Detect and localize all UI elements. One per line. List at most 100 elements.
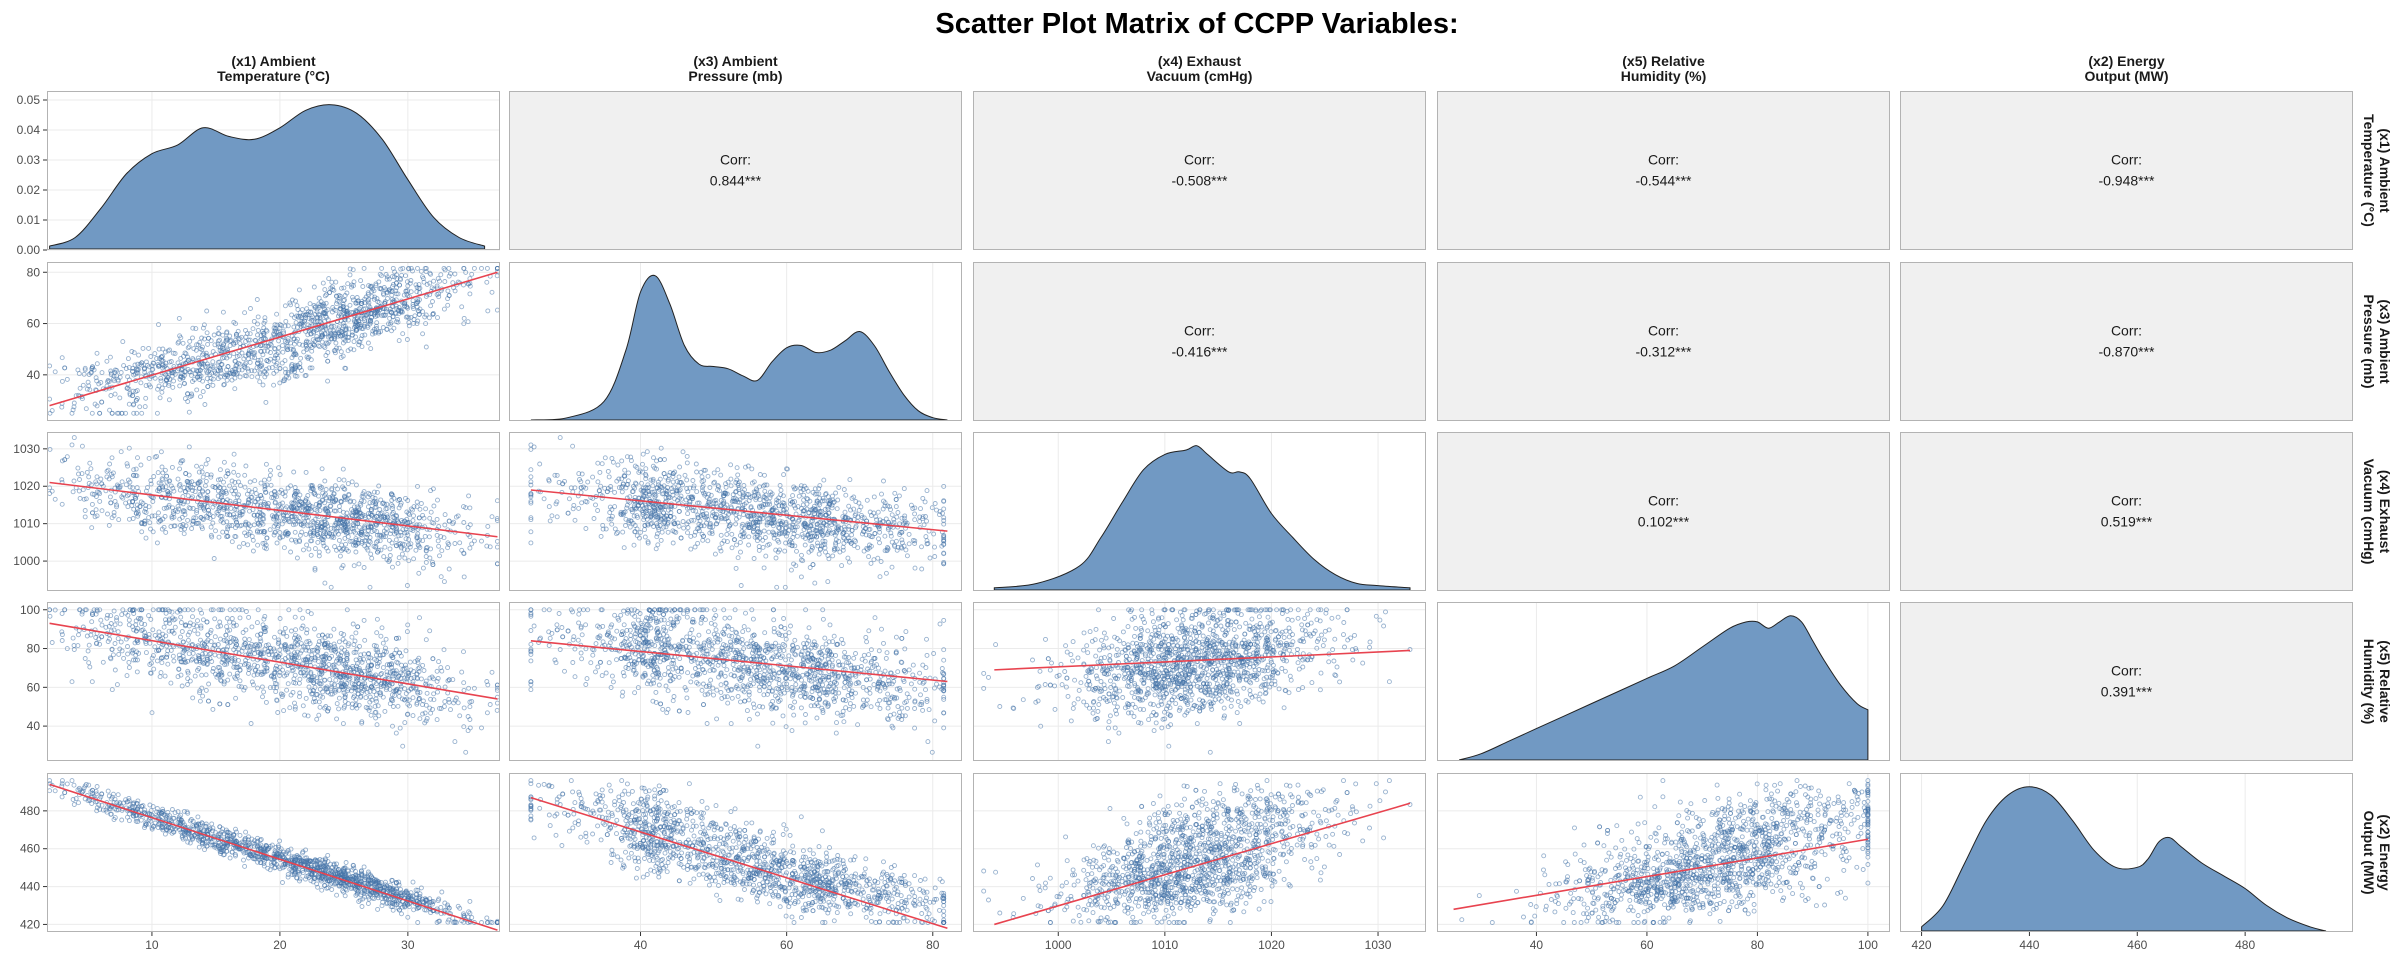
scatter-point bbox=[374, 320, 380, 326]
scatter-point bbox=[342, 297, 347, 303]
scatter-point bbox=[263, 343, 269, 349]
scatter-point bbox=[181, 380, 187, 386]
scatter-point bbox=[315, 315, 321, 321]
scatter-point bbox=[424, 281, 430, 287]
scatter-point bbox=[296, 287, 302, 293]
scatter-point bbox=[280, 328, 286, 334]
scatter-point bbox=[418, 268, 424, 274]
scatter-point bbox=[190, 379, 195, 384]
scatter-point bbox=[148, 354, 154, 359]
scatter-point bbox=[142, 365, 147, 371]
panel-background bbox=[1437, 262, 1890, 421]
scatter-point bbox=[182, 350, 188, 356]
scatter-point bbox=[79, 396, 85, 402]
scatter-point bbox=[185, 367, 191, 372]
scatter-point bbox=[253, 338, 259, 344]
scatter-point bbox=[305, 332, 311, 338]
scatter-point bbox=[293, 298, 298, 304]
scatter-point bbox=[109, 410, 115, 416]
scatter-point bbox=[234, 354, 240, 359]
scatter-point bbox=[450, 280, 456, 286]
scatter-point bbox=[125, 374, 131, 380]
scatter-point bbox=[297, 310, 303, 316]
scatter-point bbox=[417, 297, 422, 303]
scatter-point bbox=[402, 303, 408, 309]
scatter-point bbox=[178, 335, 184, 341]
scatter-point bbox=[130, 402, 136, 408]
scatter-point bbox=[331, 323, 337, 329]
scatter-point bbox=[292, 341, 297, 347]
scatter-point bbox=[246, 368, 251, 374]
scatter-point bbox=[250, 326, 256, 332]
panel-r1-c2: Corr:-0.416*** bbox=[973, 262, 1426, 421]
scatter-point bbox=[157, 395, 163, 401]
scatter-point bbox=[265, 348, 271, 354]
scatter-point bbox=[82, 367, 88, 373]
scatter-point bbox=[333, 293, 339, 299]
corr-label: Corr: bbox=[2111, 323, 2142, 339]
scatter-point bbox=[350, 297, 356, 303]
scatter-point bbox=[327, 333, 333, 339]
scatter-point bbox=[280, 349, 286, 355]
scatter-point bbox=[146, 345, 152, 351]
scatter-point bbox=[124, 385, 130, 391]
scatter-point bbox=[126, 365, 132, 371]
scatter-point bbox=[189, 391, 195, 397]
scatter-point bbox=[277, 325, 283, 331]
scatter-point bbox=[276, 338, 282, 344]
scatter-point bbox=[215, 338, 221, 344]
scatter-point bbox=[136, 352, 142, 358]
scatter-point bbox=[423, 265, 429, 271]
scatter-point bbox=[117, 374, 123, 380]
scatter-point bbox=[364, 313, 370, 319]
panel-background bbox=[973, 262, 1426, 421]
scatter-point bbox=[175, 340, 181, 346]
scatter-point bbox=[329, 323, 335, 329]
scatter-point bbox=[484, 279, 490, 285]
scatter-point bbox=[282, 339, 288, 344]
panel-r1-c4: Corr:-0.870*** bbox=[1900, 262, 2353, 421]
corr-label: Corr: bbox=[2111, 493, 2142, 509]
scatter-point bbox=[255, 357, 261, 363]
scatter-point bbox=[302, 373, 308, 379]
scatter-point bbox=[316, 295, 322, 301]
scatter-point bbox=[403, 288, 409, 294]
scatter-point bbox=[484, 265, 490, 271]
scatter-point bbox=[428, 303, 434, 309]
scatter-point bbox=[396, 338, 402, 344]
scatter-point bbox=[251, 318, 257, 324]
scatter-point bbox=[143, 383, 149, 389]
scatter-point bbox=[277, 366, 283, 372]
scatter-point bbox=[218, 370, 224, 376]
scatter-point bbox=[147, 376, 153, 382]
scatter-point bbox=[242, 310, 248, 316]
scatter-point bbox=[361, 312, 367, 318]
scatter-point bbox=[261, 335, 267, 341]
scatter-point bbox=[427, 280, 433, 286]
scatter-point bbox=[389, 328, 394, 334]
scatter-point bbox=[271, 358, 277, 364]
scatter-point bbox=[242, 362, 248, 368]
scatter-point bbox=[104, 358, 110, 364]
scatter-point bbox=[394, 285, 400, 291]
scatter-point bbox=[292, 315, 297, 321]
scatter-point bbox=[248, 306, 253, 311]
scatter-point bbox=[257, 379, 263, 385]
scatter-point bbox=[84, 386, 90, 392]
scatter-point bbox=[362, 318, 368, 324]
scatter-point bbox=[282, 358, 288, 364]
scatter-point bbox=[154, 410, 160, 416]
scatter-point bbox=[211, 332, 217, 338]
scatter-point bbox=[384, 327, 390, 332]
scatter-point bbox=[64, 376, 70, 382]
scatter-point bbox=[120, 339, 126, 345]
scatter-point bbox=[245, 366, 251, 372]
scatter-point bbox=[247, 331, 253, 337]
corr-label: Corr: bbox=[1648, 493, 1679, 509]
corr-value: 0.102*** bbox=[1638, 514, 1690, 530]
scatter-point bbox=[232, 358, 238, 364]
scatter-point bbox=[320, 280, 326, 286]
scatter-point bbox=[489, 289, 495, 295]
scatter-point bbox=[358, 278, 364, 284]
panel-r2-c1 bbox=[509, 432, 962, 591]
